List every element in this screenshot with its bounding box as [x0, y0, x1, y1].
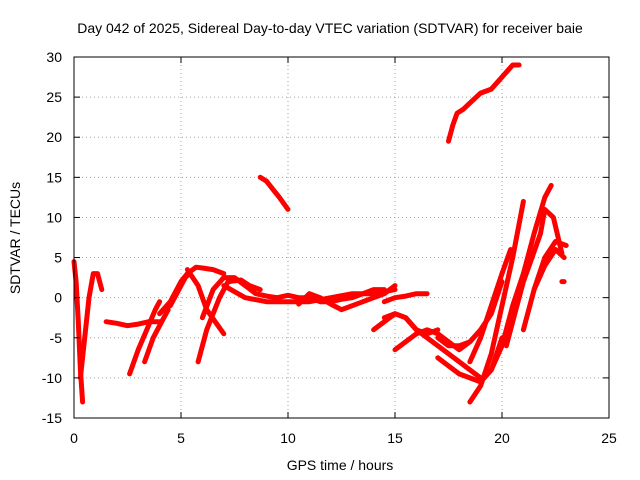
y-tick-label: -10 [42, 370, 62, 386]
y-tick-label: 15 [46, 169, 62, 185]
series-trace-20 [467, 198, 526, 405]
y-tick-label: 10 [46, 209, 62, 225]
x-tick-label: 20 [494, 430, 510, 446]
data-series [71, 62, 569, 405]
series-trace-1 [71, 259, 86, 405]
x-axis: 0 5 10 15 20 25 [70, 57, 617, 446]
series-trace-17 [381, 311, 484, 381]
series-trace-9 [195, 277, 263, 365]
y-tick-label: 30 [46, 49, 62, 65]
series-trace-4 [127, 299, 163, 377]
series-trace-7 [167, 271, 193, 309]
series-trace-23 [503, 206, 565, 349]
y-tick-label: 0 [54, 290, 62, 306]
series-trace-24 [520, 239, 569, 333]
x-tick-label: 0 [70, 430, 78, 446]
series-trace-26 [446, 62, 522, 144]
series-trace-22 [488, 182, 554, 373]
series-trace-11 [221, 283, 398, 305]
y-tick-label: 5 [54, 250, 62, 266]
x-tick-label: 10 [280, 430, 296, 446]
y-tick-label: -5 [50, 330, 63, 346]
series-trace-12 [296, 283, 398, 313]
series-trace-13 [381, 291, 430, 305]
x-tick-label: 5 [177, 430, 185, 446]
plot-frame [73, 56, 610, 419]
series-trace-5 [142, 307, 171, 365]
chart-title: Day 042 of 2025, Sidereal Day-to-day VTE… [77, 20, 583, 36]
x-tick-label: 25 [601, 430, 617, 446]
grid-lines [74, 57, 609, 418]
series-trace-2 [77, 271, 105, 381]
series-trace-10 [199, 275, 387, 321]
series-trace-21 [467, 247, 514, 365]
x-axis-label: GPS time / hours [287, 457, 394, 473]
series-trace-14 [257, 174, 291, 212]
y-tick-label: -15 [42, 410, 62, 426]
x-tick-label: 15 [387, 430, 403, 446]
series-trace-19 [435, 279, 505, 349]
y-axis-label: SDTVAR / TECUs [7, 182, 23, 294]
series-trace-25 [531, 247, 567, 293]
y-axis: -15 -10 -5 0 5 10 15 20 25 30 [42, 49, 609, 426]
y-tick-label: 25 [46, 89, 62, 105]
y-tick-label: 20 [46, 129, 62, 145]
series-trace-16 [392, 327, 473, 353]
